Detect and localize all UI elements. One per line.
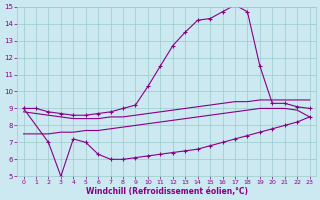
X-axis label: Windchill (Refroidissement éolien,°C): Windchill (Refroidissement éolien,°C) bbox=[85, 187, 248, 196]
